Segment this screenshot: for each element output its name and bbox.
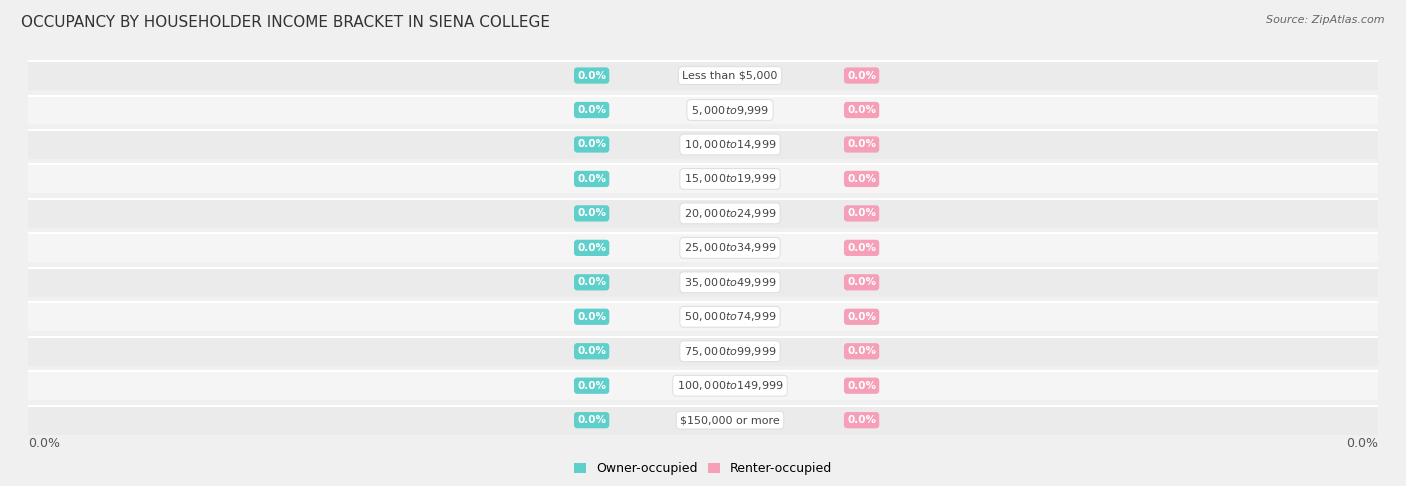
- Text: 0.0%: 0.0%: [576, 415, 606, 425]
- Text: $75,000 to $99,999: $75,000 to $99,999: [683, 345, 776, 358]
- FancyBboxPatch shape: [28, 337, 1378, 366]
- Text: 0.0%: 0.0%: [576, 312, 606, 322]
- Text: 0.0%: 0.0%: [576, 174, 606, 184]
- Text: 0.0%: 0.0%: [1346, 437, 1378, 451]
- FancyBboxPatch shape: [28, 268, 1378, 297]
- FancyBboxPatch shape: [28, 371, 1378, 400]
- FancyBboxPatch shape: [28, 233, 1378, 262]
- Text: $100,000 to $149,999: $100,000 to $149,999: [676, 379, 783, 392]
- Text: 0.0%: 0.0%: [846, 105, 876, 115]
- Text: Source: ZipAtlas.com: Source: ZipAtlas.com: [1267, 15, 1385, 25]
- FancyBboxPatch shape: [28, 164, 1378, 193]
- Text: $25,000 to $34,999: $25,000 to $34,999: [683, 242, 776, 254]
- Text: 0.0%: 0.0%: [846, 278, 876, 287]
- Text: OCCUPANCY BY HOUSEHOLDER INCOME BRACKET IN SIENA COLLEGE: OCCUPANCY BY HOUSEHOLDER INCOME BRACKET …: [21, 15, 550, 30]
- Text: 0.0%: 0.0%: [576, 105, 606, 115]
- Text: 0.0%: 0.0%: [576, 70, 606, 81]
- Text: 0.0%: 0.0%: [576, 139, 606, 150]
- Text: 0.0%: 0.0%: [846, 139, 876, 150]
- FancyBboxPatch shape: [28, 61, 1378, 90]
- Text: 0.0%: 0.0%: [846, 381, 876, 391]
- Text: $35,000 to $49,999: $35,000 to $49,999: [683, 276, 776, 289]
- FancyBboxPatch shape: [28, 96, 1378, 124]
- FancyBboxPatch shape: [28, 406, 1378, 434]
- Text: $15,000 to $19,999: $15,000 to $19,999: [683, 173, 776, 186]
- Text: 0.0%: 0.0%: [28, 437, 60, 451]
- Text: 0.0%: 0.0%: [576, 243, 606, 253]
- Text: $50,000 to $74,999: $50,000 to $74,999: [683, 310, 776, 323]
- Text: 0.0%: 0.0%: [846, 243, 876, 253]
- Text: 0.0%: 0.0%: [576, 208, 606, 218]
- Text: 0.0%: 0.0%: [846, 312, 876, 322]
- Text: 0.0%: 0.0%: [846, 346, 876, 356]
- Text: Less than $5,000: Less than $5,000: [682, 70, 778, 81]
- Text: 0.0%: 0.0%: [846, 70, 876, 81]
- Text: 0.0%: 0.0%: [576, 278, 606, 287]
- Text: $10,000 to $14,999: $10,000 to $14,999: [683, 138, 776, 151]
- Text: 0.0%: 0.0%: [576, 346, 606, 356]
- Text: $150,000 or more: $150,000 or more: [681, 415, 780, 425]
- Text: 0.0%: 0.0%: [846, 174, 876, 184]
- Text: $20,000 to $24,999: $20,000 to $24,999: [683, 207, 776, 220]
- FancyBboxPatch shape: [28, 130, 1378, 159]
- FancyBboxPatch shape: [28, 302, 1378, 331]
- Legend: Owner-occupied, Renter-occupied: Owner-occupied, Renter-occupied: [568, 457, 838, 481]
- Text: 0.0%: 0.0%: [576, 381, 606, 391]
- Text: $5,000 to $9,999: $5,000 to $9,999: [690, 104, 769, 117]
- Text: 0.0%: 0.0%: [846, 208, 876, 218]
- FancyBboxPatch shape: [28, 199, 1378, 228]
- Text: 0.0%: 0.0%: [846, 415, 876, 425]
